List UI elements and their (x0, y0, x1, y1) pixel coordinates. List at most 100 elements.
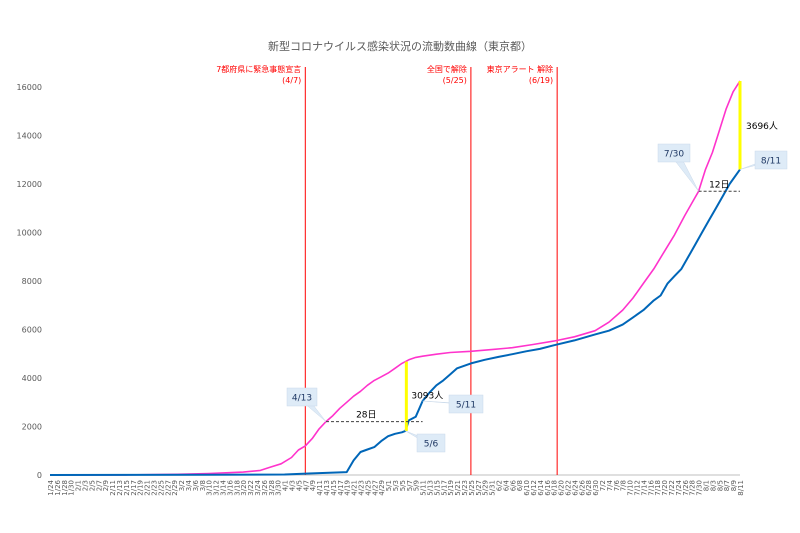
x-tick-label: 2/29 (171, 480, 179, 496)
y-tick-label: 16000 (17, 83, 42, 92)
x-tick-label: 3/28 (268, 480, 276, 496)
x-tick-label: 3/4 (185, 479, 193, 491)
callout-5-6-box (416, 433, 446, 453)
x-tick-label: 5/31 (489, 480, 497, 496)
x-tick-label: 2/3 (82, 480, 90, 491)
gap-label-may: 3093人 (411, 391, 443, 402)
series-line-pink (49, 80, 741, 476)
x-tick-label: 4/21 (351, 480, 359, 496)
x-tick-label: 5/19 (447, 480, 455, 496)
y-tick-label: 0 (37, 471, 42, 480)
x-tick-label: 4/7 (302, 480, 310, 491)
x-tick-label: 3/30 (275, 480, 283, 496)
y-axis: 0 2000 4000 6000 8000 10000 12000 14000 16000 (17, 83, 42, 480)
x-tick-label: 6/4 (502, 479, 510, 491)
annotation-layer: 3093人 3696人 28日 12日 4/13 5/6 5/11 7/30 8/11 (286, 80, 788, 453)
x-tick-label: 7/14 (640, 479, 648, 495)
y-tick-label: 2000 (22, 423, 42, 432)
x-tick-label: 7/24 (675, 479, 683, 495)
x-tick-label: 5/25 (468, 480, 476, 496)
x-tick-label: 8/5 (716, 480, 724, 491)
x-tick-label: 8/1 (703, 480, 711, 491)
callout-4-13: 4/13 (286, 387, 327, 422)
x-tick-label: 7/8 (620, 480, 628, 491)
x-tick-label: 7/28 (689, 480, 697, 496)
x-tick-label: 1/30 (68, 480, 76, 496)
x-tick-label: 2/17 (130, 480, 138, 496)
callout-8-11-box (754, 150, 788, 170)
x-tick-label: 3/2 (178, 480, 186, 491)
x-tick-label: 8/11 (737, 480, 745, 496)
x-tick-label: 2/13 (116, 480, 124, 496)
x-tick-label: 5/7 (406, 480, 414, 491)
x-tick-label: 2/11 (109, 480, 117, 496)
x-tick-label: 4/17 (337, 480, 345, 496)
y-tick-label: 10000 (17, 229, 42, 238)
callout-8-11-label: 8/11 (761, 157, 781, 167)
event-label: 東京アラート 解除 (487, 64, 554, 74)
series-line-blue (49, 168, 741, 476)
y-tick-label: 4000 (22, 374, 42, 383)
x-tick-label: 5/3 (392, 480, 400, 491)
callout-7-30: 7/30 (657, 143, 699, 192)
x-tick-label: 6/26 (578, 479, 586, 495)
x-tick-label: 3/24 (254, 479, 262, 495)
x-tick-label: 2/19 (137, 480, 145, 496)
x-tick-label: 7/30 (696, 480, 704, 496)
x-tick-label: 5/5 (399, 480, 407, 491)
x-tick-label: 6/12 (530, 480, 538, 496)
x-tick-label: 2/21 (144, 480, 152, 496)
x-tick-label: 7/10 (627, 480, 635, 496)
x-tick-label: 3/10 (206, 480, 214, 496)
chart-title: 新型コロナウイルス感染状況の流動数曲線（東京都） (268, 39, 532, 53)
lag-label-may: 28日 (356, 410, 376, 421)
callout-4-13-box (286, 387, 318, 407)
event-label: 7都府県に緊急事態宣言 (216, 64, 301, 74)
x-tick-label: 3/18 (233, 480, 241, 496)
x-tick-label: 2/7 (95, 480, 103, 491)
x-tick-label: 7/26 (682, 479, 690, 495)
x-tick-label: 8/9 (730, 480, 738, 491)
x-tick-label: 1/24 (47, 479, 55, 495)
x-tick-label: 3/6 (192, 479, 200, 491)
x-axis: 1/241/261/281/302/12/32/52/72/92/112/132… (47, 479, 745, 495)
x-tick-label: 5/13 (427, 480, 435, 496)
x-tick-label: 2/9 (102, 480, 110, 491)
x-tick-label: 4/1 (282, 480, 290, 491)
x-tick-label: 3/14 (220, 479, 228, 495)
x-tick-label: 4/5 (295, 480, 303, 491)
x-tick-label: 6/24 (571, 479, 579, 495)
x-tick-label: 1/26 (54, 479, 62, 495)
x-tick-label: 6/8 (516, 480, 524, 491)
x-tick-label: 5/1 (385, 480, 393, 491)
x-tick-label: 6/18 (551, 480, 559, 496)
x-tick-label: 5/11 (420, 480, 428, 496)
x-tick-label: 2/23 (151, 480, 159, 496)
callout-5-11-box (448, 394, 484, 414)
x-tick-label: 7/6 (613, 479, 621, 491)
x-tick-label: 3/20 (240, 480, 248, 496)
x-tick-label: 5/27 (475, 480, 483, 496)
x-tick-label: 4/23 (358, 480, 366, 496)
y-tick-label: 6000 (22, 326, 42, 335)
event-date-label: (5/25) (443, 76, 467, 85)
x-tick-label: 8/3 (709, 480, 717, 491)
x-tick-label: 3/26 (261, 479, 269, 495)
callout-5-6: 5/6 (405, 430, 446, 453)
x-tick-label: 4/15 (330, 480, 338, 496)
x-tick-label: 7/4 (606, 479, 614, 491)
x-tick-label: 3/12 (213, 480, 221, 496)
x-tick-label: 4/3 (289, 480, 297, 491)
callout-5-11-label: 5/11 (456, 401, 476, 411)
callout-5-11: 5/11 (422, 394, 484, 414)
x-tick-label: 7/12 (634, 480, 642, 496)
x-tick-label: 4/25 (364, 480, 372, 496)
x-tick-label: 7/16 (647, 479, 655, 495)
x-tick-label: 2/27 (164, 480, 172, 496)
y-tick-label: 14000 (17, 132, 42, 141)
x-tick-label: 6/2 (496, 480, 504, 491)
x-tick-label: 7/18 (654, 480, 662, 496)
x-tick-label: 5/23 (461, 480, 469, 496)
series-layer (49, 80, 741, 476)
y-tick-label: 12000 (17, 180, 42, 189)
